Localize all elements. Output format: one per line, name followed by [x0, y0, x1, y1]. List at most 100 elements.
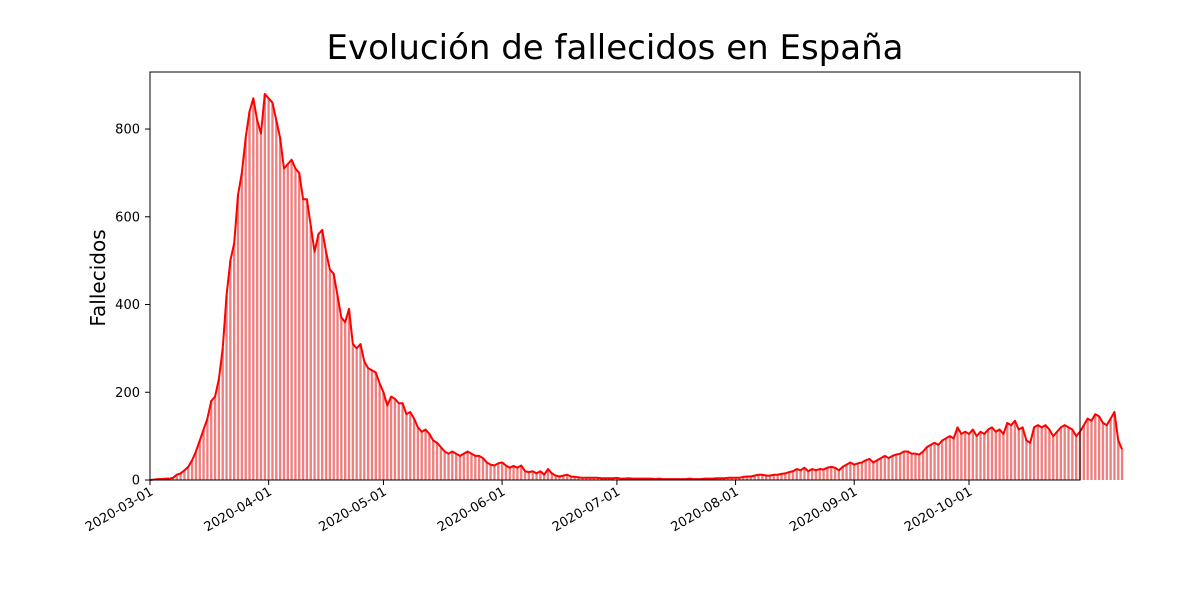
- bar: [298, 172, 301, 480]
- bar: [259, 133, 263, 481]
- bar: [313, 251, 316, 480]
- bar: [753, 475, 756, 480]
- bar: [803, 467, 806, 480]
- bar: [416, 427, 420, 480]
- bar: [179, 473, 182, 480]
- plot-frame: [149, 71, 1081, 481]
- bar: [845, 464, 848, 480]
- bar: [497, 463, 500, 480]
- bar: [305, 199, 309, 481]
- bar: [435, 442, 439, 480]
- bar: [474, 455, 477, 480]
- bar: [554, 475, 557, 480]
- bar: [776, 474, 779, 480]
- bar: [960, 433, 963, 480]
- bar: [543, 474, 546, 480]
- bar: [971, 429, 975, 480]
- bar: [520, 465, 523, 480]
- bar: [378, 383, 381, 480]
- bar: [1109, 418, 1112, 480]
- bar: [979, 431, 982, 480]
- bar: [856, 463, 860, 480]
- x-tick-label: 2020-06-01: [435, 484, 508, 535]
- bar: [558, 476, 561, 480]
- y-axis: 0 200 400 600 800: [115, 123, 150, 489]
- bar: [424, 429, 427, 480]
- bar: [1101, 422, 1105, 480]
- bar: [512, 465, 515, 480]
- x-tick-label: 2020-05-01: [317, 484, 390, 535]
- bar: [573, 476, 576, 480]
- bar: [1036, 425, 1040, 480]
- x-tick-label: 2020-10-01: [902, 484, 975, 535]
- bar: [910, 453, 913, 480]
- y-axis-label: Fallecidos: [86, 229, 110, 326]
- bar: [925, 447, 929, 480]
- y-tick-label: 200: [115, 386, 140, 401]
- bar: [944, 438, 948, 480]
- bar: [967, 433, 971, 480]
- bar: [864, 460, 867, 480]
- bar: [734, 477, 737, 480]
- bar: [344, 322, 347, 480]
- bar: [439, 447, 443, 480]
- bar: [818, 469, 821, 480]
- bar: [428, 433, 431, 480]
- bar: [1009, 425, 1013, 480]
- bar: [941, 440, 944, 480]
- bar: [875, 460, 879, 480]
- bar: [443, 451, 446, 480]
- bar: [336, 295, 339, 480]
- bar: [964, 431, 967, 480]
- bar: [1029, 442, 1032, 480]
- bar: [508, 467, 511, 480]
- bar: [466, 451, 469, 480]
- bar: [902, 451, 906, 480]
- bar: [531, 471, 534, 480]
- bar: [194, 451, 198, 480]
- bar: [791, 471, 795, 480]
- bar: [451, 451, 454, 480]
- bar: [321, 229, 324, 480]
- bar: [592, 477, 596, 480]
- bar: [738, 477, 741, 480]
- bar: [1002, 433, 1005, 480]
- x-tick-label: 2020-03-01: [83, 484, 156, 535]
- trend-line: [149, 92, 1124, 481]
- bar: [477, 455, 481, 480]
- bar: [998, 429, 1001, 480]
- bar: [236, 194, 240, 480]
- bar: [764, 475, 768, 480]
- bar: [420, 431, 423, 480]
- bar: [872, 462, 875, 480]
- bar: [202, 429, 205, 480]
- bar: [458, 455, 462, 480]
- bar: [213, 396, 217, 480]
- bar: [175, 474, 178, 480]
- bar: [1105, 425, 1108, 480]
- bar: [351, 344, 355, 480]
- bar: [1117, 440, 1120, 480]
- bar: [340, 317, 343, 480]
- bar: [860, 462, 864, 480]
- bar: [171, 477, 175, 480]
- bar: [462, 453, 466, 480]
- bar: [565, 474, 569, 480]
- bar: [527, 472, 531, 480]
- bar: [328, 269, 332, 480]
- bar: [1097, 416, 1101, 480]
- bar: [952, 438, 955, 480]
- bar: [233, 243, 236, 480]
- bar: [1025, 440, 1028, 480]
- bar: [933, 442, 936, 480]
- bar: [332, 273, 335, 480]
- x-tick-label: 2020-04-01: [202, 484, 275, 535]
- bar: [898, 453, 902, 480]
- bar: [309, 225, 312, 480]
- bar: [294, 168, 297, 480]
- bar: [401, 403, 404, 480]
- bar: [206, 418, 209, 480]
- bar: [317, 234, 320, 480]
- bar: [454, 453, 458, 480]
